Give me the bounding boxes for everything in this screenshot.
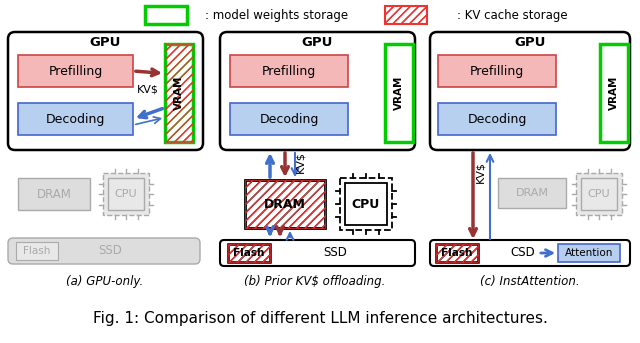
Text: (b) Prior KV$ offloading.: (b) Prior KV$ offloading. <box>244 275 386 288</box>
Text: Flash: Flash <box>442 248 473 258</box>
Text: Prefilling: Prefilling <box>262 64 316 78</box>
Bar <box>576 173 622 215</box>
Bar <box>18 55 133 87</box>
Bar <box>340 178 392 230</box>
Text: Decoding: Decoding <box>259 113 319 126</box>
Bar <box>165 44 193 142</box>
Text: DRAM: DRAM <box>515 188 548 198</box>
FancyBboxPatch shape <box>8 238 200 264</box>
Text: (a) GPU-only.: (a) GPU-only. <box>67 275 143 288</box>
Text: SSD: SSD <box>323 247 347 260</box>
Text: Decoding: Decoding <box>46 113 105 126</box>
FancyBboxPatch shape <box>430 240 630 266</box>
Text: KV$: KV$ <box>137 85 159 95</box>
Bar <box>436 244 478 262</box>
Bar <box>18 103 133 135</box>
Text: GPU: GPU <box>515 36 546 49</box>
FancyBboxPatch shape <box>8 32 203 150</box>
Text: CSD: CSD <box>511 247 536 260</box>
Bar <box>385 44 413 142</box>
Text: SSD: SSD <box>98 245 122 258</box>
Text: CPU: CPU <box>115 189 138 199</box>
FancyBboxPatch shape <box>220 32 415 150</box>
Bar <box>228 244 270 262</box>
Text: : model weights storage: : model weights storage <box>205 9 349 22</box>
Text: Prefilling: Prefilling <box>470 64 524 78</box>
Bar <box>245 180 325 228</box>
Text: DRAM: DRAM <box>36 188 72 201</box>
Bar <box>230 55 348 87</box>
Text: Fig. 1: Comparison of different LLM inference architectures.: Fig. 1: Comparison of different LLM infe… <box>93 310 547 326</box>
Bar <box>245 180 325 228</box>
Text: Flash: Flash <box>23 246 51 256</box>
FancyBboxPatch shape <box>220 240 415 266</box>
Text: Prefilling: Prefilling <box>49 64 102 78</box>
Text: VRAM: VRAM <box>609 76 619 110</box>
Bar <box>345 183 387 225</box>
Text: KV$: KV$ <box>475 161 485 183</box>
FancyBboxPatch shape <box>430 32 630 150</box>
Bar <box>558 244 620 262</box>
Bar <box>108 178 144 210</box>
Bar <box>230 103 348 135</box>
Bar <box>385 6 427 24</box>
Text: Attention: Attention <box>565 248 613 258</box>
Bar <box>18 178 90 210</box>
Text: Decoding: Decoding <box>467 113 527 126</box>
Bar <box>165 44 193 142</box>
Bar <box>103 173 149 215</box>
Text: KV$: KV$ <box>295 151 305 173</box>
Bar <box>581 178 617 210</box>
Text: GPU: GPU <box>301 36 333 49</box>
Text: (c) InstAttention.: (c) InstAttention. <box>480 275 580 288</box>
Bar <box>16 242 58 260</box>
Bar <box>600 44 628 142</box>
Text: VRAM: VRAM <box>174 76 184 110</box>
Text: DRAM: DRAM <box>264 198 306 211</box>
Text: Flash: Flash <box>234 248 265 258</box>
Bar <box>438 103 556 135</box>
Bar <box>385 6 427 24</box>
Bar <box>145 6 187 24</box>
Text: CPU: CPU <box>588 189 611 199</box>
Bar <box>228 244 270 262</box>
Bar <box>438 55 556 87</box>
Text: : KV cache storage: : KV cache storage <box>457 9 567 22</box>
Text: CPU: CPU <box>352 198 380 211</box>
Bar <box>436 244 478 262</box>
Text: VRAM: VRAM <box>394 76 404 110</box>
Text: GPU: GPU <box>90 36 121 49</box>
Bar <box>498 178 566 208</box>
